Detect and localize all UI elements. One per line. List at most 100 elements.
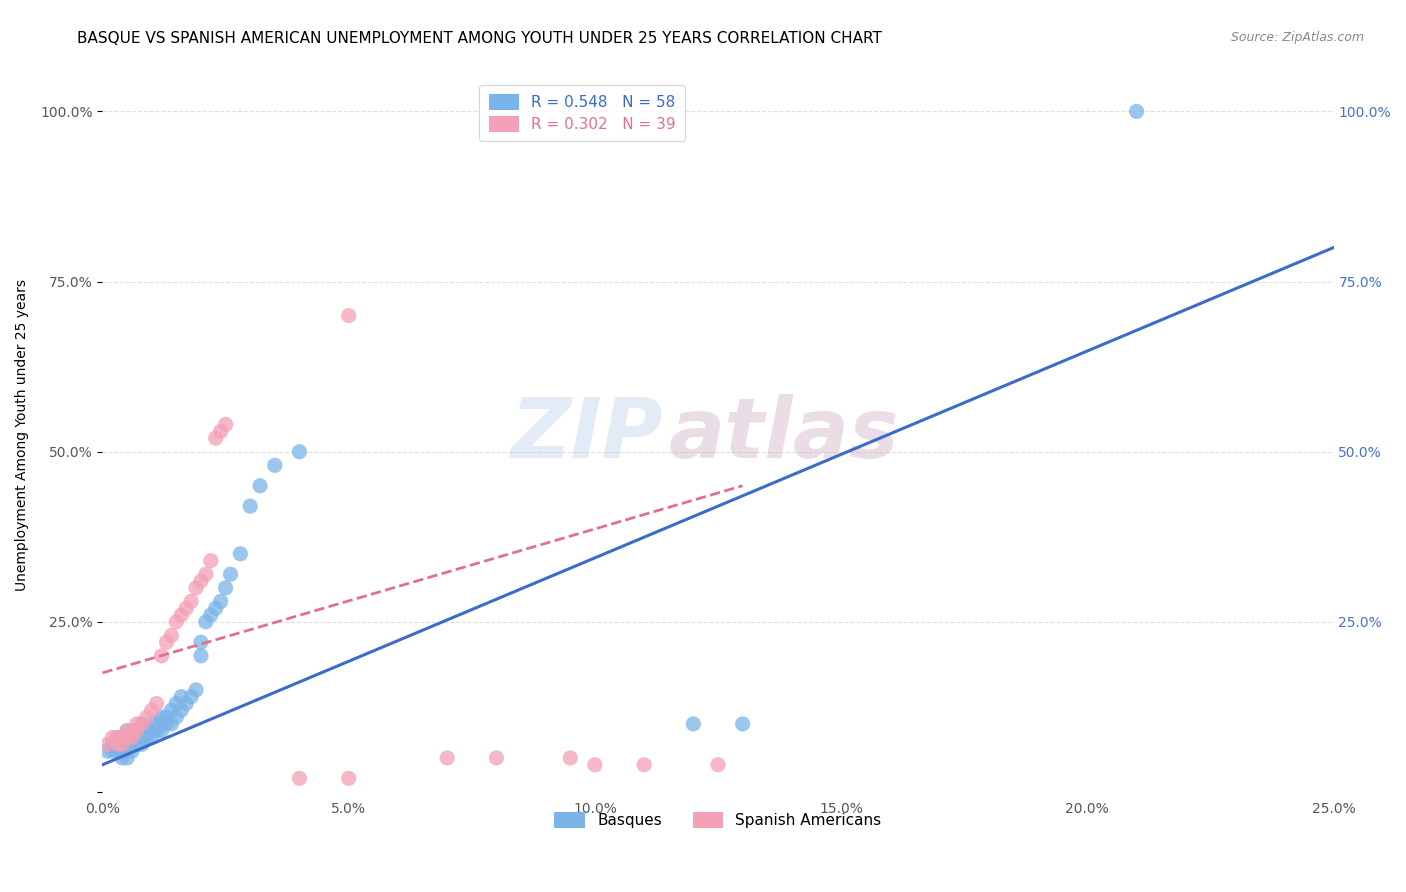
Point xyxy=(125,723,148,738)
Point xyxy=(184,581,207,595)
Point xyxy=(150,717,173,731)
Point xyxy=(682,717,704,731)
Point xyxy=(200,553,222,567)
Text: BASQUE VS SPANISH AMERICAN UNEMPLOYMENT AMONG YOUTH UNDER 25 YEARS CORRELATION C: BASQUE VS SPANISH AMERICAN UNEMPLOYMENT … xyxy=(77,31,882,46)
Point xyxy=(190,648,212,663)
Point xyxy=(131,731,153,745)
Point xyxy=(155,717,177,731)
Point xyxy=(145,723,167,738)
Text: ZIP: ZIP xyxy=(510,394,662,475)
Point xyxy=(155,710,177,724)
Point xyxy=(174,697,197,711)
Point xyxy=(105,731,128,745)
Point xyxy=(155,635,177,649)
Point xyxy=(141,731,163,745)
Point xyxy=(239,499,262,513)
Point xyxy=(131,717,153,731)
Point xyxy=(111,731,134,745)
Point xyxy=(115,731,138,745)
Point xyxy=(170,690,193,704)
Point xyxy=(125,723,148,738)
Point xyxy=(115,723,138,738)
Point xyxy=(105,744,128,758)
Point xyxy=(111,737,134,751)
Point xyxy=(633,757,655,772)
Point xyxy=(165,615,187,629)
Point xyxy=(190,635,212,649)
Point xyxy=(141,717,163,731)
Point xyxy=(184,682,207,697)
Point xyxy=(150,648,173,663)
Point xyxy=(170,703,193,717)
Point xyxy=(204,431,226,445)
Point xyxy=(111,751,134,765)
Point xyxy=(174,601,197,615)
Point xyxy=(121,737,143,751)
Point xyxy=(165,710,187,724)
Point xyxy=(115,737,138,751)
Point xyxy=(249,479,271,493)
Point xyxy=(101,731,124,745)
Point xyxy=(105,737,128,751)
Point xyxy=(131,717,153,731)
Legend: Basques, Spanish Americans: Basques, Spanish Americans xyxy=(548,806,887,834)
Point xyxy=(263,458,285,473)
Point xyxy=(121,731,143,745)
Point xyxy=(731,717,754,731)
Point xyxy=(115,723,138,738)
Point xyxy=(337,309,360,323)
Point xyxy=(214,417,236,432)
Point xyxy=(165,697,187,711)
Point xyxy=(125,731,148,745)
Point xyxy=(111,737,134,751)
Point xyxy=(121,731,143,745)
Point xyxy=(105,737,128,751)
Point xyxy=(101,744,124,758)
Point xyxy=(101,737,124,751)
Text: Source: ZipAtlas.com: Source: ZipAtlas.com xyxy=(1230,31,1364,45)
Y-axis label: Unemployment Among Youth under 25 years: Unemployment Among Youth under 25 years xyxy=(15,278,30,591)
Point xyxy=(121,744,143,758)
Point xyxy=(105,731,128,745)
Point xyxy=(288,772,311,786)
Point xyxy=(583,757,606,772)
Point xyxy=(111,744,134,758)
Point xyxy=(1125,104,1147,119)
Point xyxy=(194,615,217,629)
Point xyxy=(209,425,232,439)
Point xyxy=(150,710,173,724)
Point xyxy=(160,717,183,731)
Point xyxy=(131,737,153,751)
Point xyxy=(145,717,167,731)
Point xyxy=(145,697,167,711)
Point xyxy=(194,567,217,582)
Point xyxy=(180,594,202,608)
Point xyxy=(115,731,138,745)
Point xyxy=(125,737,148,751)
Point xyxy=(150,723,173,738)
Point xyxy=(135,731,157,745)
Point xyxy=(96,744,118,758)
Point xyxy=(200,607,222,622)
Point xyxy=(141,723,163,738)
Point xyxy=(190,574,212,588)
Point xyxy=(160,628,183,642)
Point xyxy=(204,601,226,615)
Point xyxy=(115,751,138,765)
Point xyxy=(96,737,118,751)
Point xyxy=(214,581,236,595)
Point xyxy=(135,710,157,724)
Point xyxy=(180,690,202,704)
Point xyxy=(141,703,163,717)
Point xyxy=(485,751,508,765)
Text: atlas: atlas xyxy=(669,394,900,475)
Point xyxy=(707,757,730,772)
Point xyxy=(125,717,148,731)
Point xyxy=(337,772,360,786)
Point xyxy=(121,723,143,738)
Point xyxy=(560,751,582,765)
Point xyxy=(160,703,183,717)
Point xyxy=(170,607,193,622)
Point xyxy=(219,567,242,582)
Point xyxy=(209,594,232,608)
